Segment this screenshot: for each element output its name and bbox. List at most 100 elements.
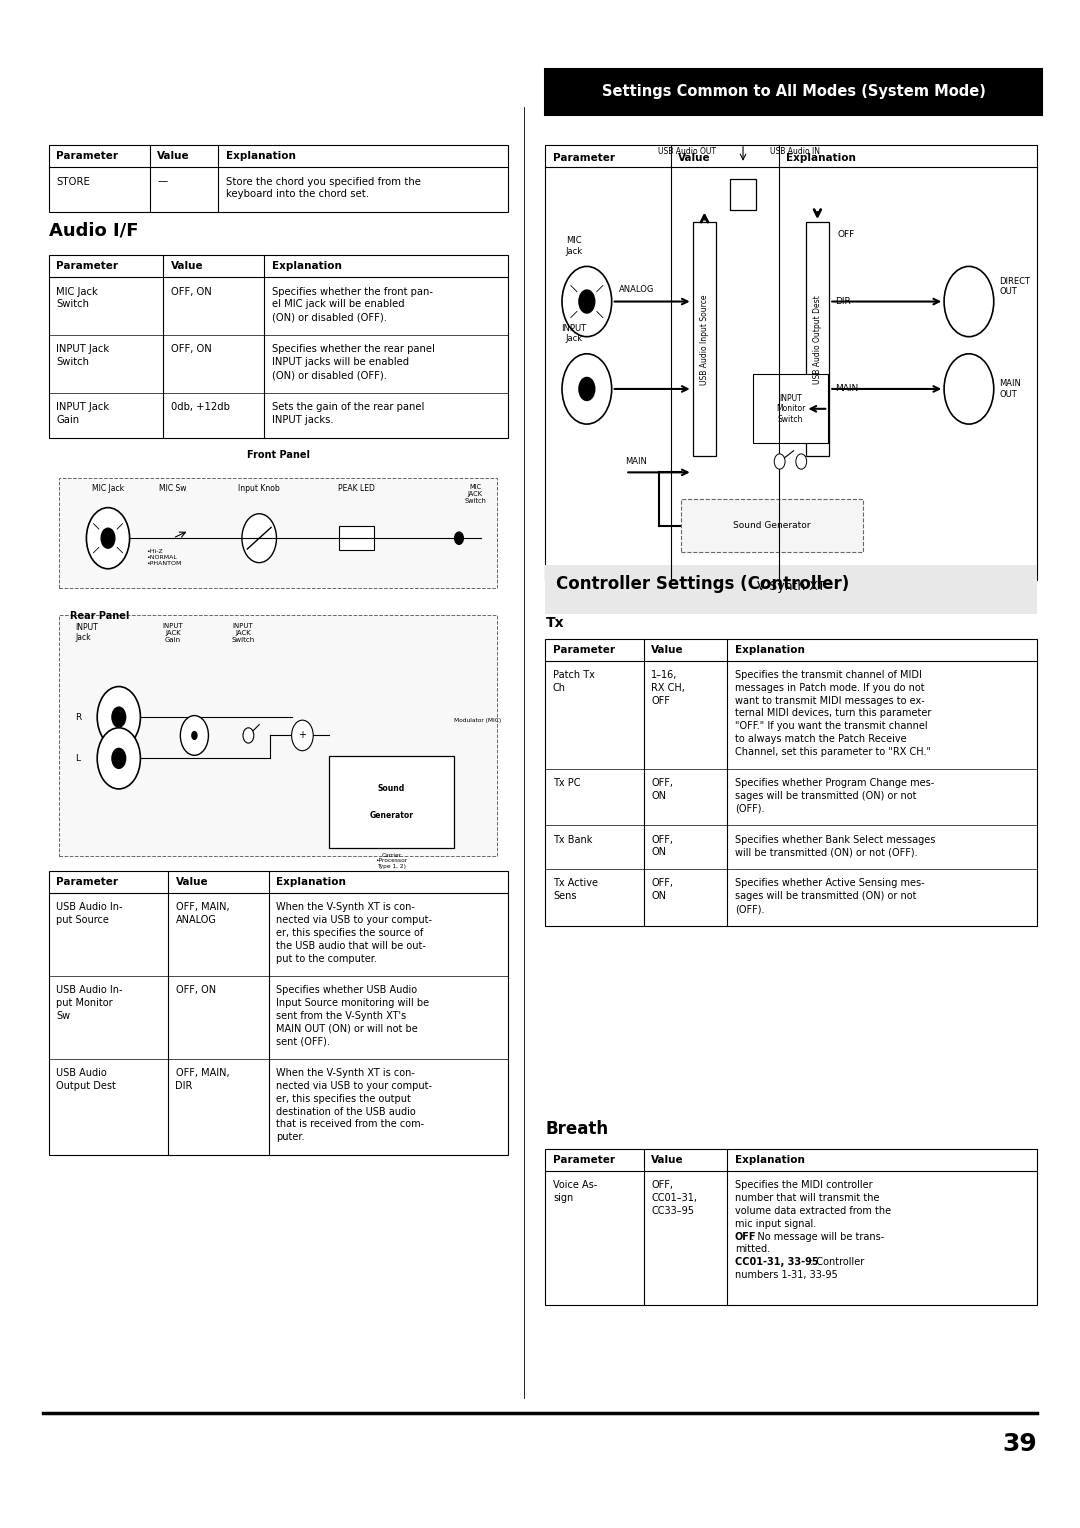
Text: INPUT Jack
Switch: INPUT Jack Switch (56, 344, 109, 367)
Text: Tx: Tx (545, 616, 564, 630)
Text: V-Synth XT: V-Synth XT (757, 581, 825, 593)
Text: OFF,
ON: OFF, ON (651, 778, 673, 801)
Circle shape (243, 727, 254, 743)
Text: INPUT
Monitor
Switch: INPUT Monitor Switch (775, 394, 805, 423)
Text: When the V-Synth XT is con-
nected via USB to your comput-
er, this specifies th: When the V-Synth XT is con- nected via U… (276, 903, 432, 964)
Text: USB Audio
Output Dest: USB Audio Output Dest (56, 1068, 116, 1091)
Bar (730, 179, 756, 209)
Text: When the V-Synth XT is con-
nected via USB to your comput-
er, this specifies th: When the V-Synth XT is con- nected via U… (276, 1068, 432, 1143)
Circle shape (111, 706, 126, 727)
Circle shape (944, 354, 994, 425)
Text: Explanation: Explanation (276, 877, 347, 888)
Text: OFF, MAIN,
DIR: OFF, MAIN, DIR (175, 1068, 229, 1091)
Text: —: — (158, 177, 167, 186)
Bar (545, 69, 1042, 115)
Text: Carrier
•Processor
Type 1, 2): Carrier •Processor Type 1, 2) (376, 853, 407, 869)
Text: Input Knob: Input Knob (239, 484, 280, 494)
Text: Breath: Breath (545, 1120, 608, 1138)
Text: Store the chord you specified from the
keyboard into the chord set.: Store the chord you specified from the k… (226, 177, 421, 199)
Circle shape (191, 730, 198, 740)
Text: : No message will be trans-: : No message will be trans- (751, 1232, 885, 1242)
Text: Specifies the transmit channel of MIDI
messages in Patch mode. If you do not
wan: Specifies the transmit channel of MIDI m… (734, 671, 931, 756)
Text: MAIN: MAIN (625, 457, 647, 466)
Text: Explanation: Explanation (226, 151, 296, 162)
Text: OFF,
ON: OFF, ON (651, 834, 673, 857)
Text: Specifies whether the front pan-
el MIC jack will be enabled
(ON) or disabled (O: Specifies whether the front pan- el MIC … (272, 287, 433, 322)
Text: MAIN
OUT: MAIN OUT (999, 379, 1021, 399)
Text: Tx PC: Tx PC (553, 778, 580, 788)
Text: USB Audio In-
put Source: USB Audio In- put Source (56, 903, 123, 924)
Text: OFF, ON: OFF, ON (171, 344, 212, 354)
Text: OFF: OFF (838, 229, 855, 238)
Text: MIC Sw: MIC Sw (159, 484, 187, 494)
Text: Parameter: Parameter (56, 261, 118, 272)
Text: OFF,
ON: OFF, ON (651, 879, 673, 902)
Text: Settings Common to All Modes (System Mode): Settings Common to All Modes (System Mod… (602, 84, 986, 99)
Bar (545, 639, 1037, 926)
Text: mic input signal.: mic input signal. (734, 1219, 816, 1229)
Circle shape (100, 527, 116, 549)
Bar (545, 145, 1037, 581)
Text: DIR: DIR (835, 296, 850, 306)
Circle shape (86, 507, 130, 568)
Text: Parameter: Parameter (553, 645, 615, 656)
Text: INPUT
Jack: INPUT Jack (562, 324, 586, 344)
Text: Tx Bank: Tx Bank (553, 834, 592, 845)
Text: INPUT
Jack: INPUT Jack (76, 623, 98, 642)
Text: Parameter: Parameter (553, 1155, 615, 1166)
Text: INPUT Jack
Gain: INPUT Jack Gain (56, 402, 109, 425)
Text: 39: 39 (1002, 1432, 1037, 1456)
Circle shape (292, 720, 313, 750)
Text: Value: Value (651, 645, 684, 656)
Circle shape (242, 513, 276, 562)
Text: Parameter: Parameter (56, 151, 118, 162)
Text: DIRECT
OUT: DIRECT OUT (999, 277, 1030, 296)
Text: Sets the gain of the rear panel
INPUT jacks.: Sets the gain of the rear panel INPUT ja… (272, 402, 424, 425)
Bar (59, 478, 497, 588)
Text: Specifies whether Active Sensing mes-
sages will be transmitted (ON) or not
(OFF: Specifies whether Active Sensing mes- sa… (734, 879, 924, 914)
Text: Specifies the MIDI controller: Specifies the MIDI controller (734, 1181, 873, 1190)
Text: Value: Value (678, 153, 711, 163)
Text: Parameter: Parameter (56, 877, 118, 888)
Text: L: L (76, 753, 81, 762)
Text: Sound Generator: Sound Generator (733, 521, 811, 530)
Text: STORE: STORE (56, 177, 90, 186)
Text: : Controller: : Controller (810, 1258, 864, 1267)
Bar (49, 871, 508, 1155)
Text: Specifies whether the rear panel
INPUT jacks will be enabled
(ON) or disabled (O: Specifies whether the rear panel INPUT j… (272, 344, 435, 380)
Circle shape (562, 354, 611, 425)
Text: •Hi-Z
•NORMAL
•PHANTOM: •Hi-Z •NORMAL •PHANTOM (146, 549, 181, 565)
Bar (545, 1149, 1037, 1305)
Bar (692, 222, 716, 457)
Text: OFF, MAIN,
ANALOG: OFF, MAIN, ANALOG (175, 903, 229, 924)
Circle shape (796, 454, 807, 469)
Text: MIC Jack
Switch: MIC Jack Switch (56, 287, 98, 309)
Circle shape (578, 289, 595, 313)
Bar (329, 756, 454, 848)
Bar (545, 565, 1037, 614)
Circle shape (774, 454, 785, 469)
Circle shape (97, 686, 140, 747)
Text: Explanation: Explanation (734, 645, 805, 656)
Text: USB Audio In-
put Monitor
Sw: USB Audio In- put Monitor Sw (56, 986, 123, 1021)
Text: Explanation: Explanation (734, 1155, 805, 1166)
Circle shape (111, 747, 126, 769)
Circle shape (97, 727, 140, 788)
Text: MIC Jack: MIC Jack (92, 484, 124, 494)
Text: INPUT
JACK
Gain: INPUT JACK Gain (162, 623, 184, 643)
Text: USB Audio Output Dest: USB Audio Output Dest (813, 295, 822, 384)
Text: Controller Settings (Controller): Controller Settings (Controller) (556, 575, 850, 593)
Text: Modulator (MIC): Modulator (MIC) (454, 718, 501, 723)
Text: MAIN: MAIN (835, 385, 858, 393)
Bar (753, 374, 828, 443)
Text: OFF: OFF (734, 1232, 756, 1242)
Text: Specifies whether Program Change mes-
sages will be transmitted (ON) or not
(OFF: Specifies whether Program Change mes- sa… (734, 778, 934, 813)
Text: PEAK LED: PEAK LED (338, 484, 375, 494)
Text: Value: Value (175, 877, 208, 888)
Text: Specifies whether USB Audio
Input Source monitoring will be
sent from the V-Synt: Specifies whether USB Audio Input Source… (276, 986, 430, 1047)
Text: +: + (298, 730, 307, 741)
Circle shape (180, 715, 208, 755)
Text: Value: Value (651, 1155, 684, 1166)
Text: Audio I/F: Audio I/F (49, 222, 138, 240)
Text: Explanation: Explanation (272, 261, 341, 272)
